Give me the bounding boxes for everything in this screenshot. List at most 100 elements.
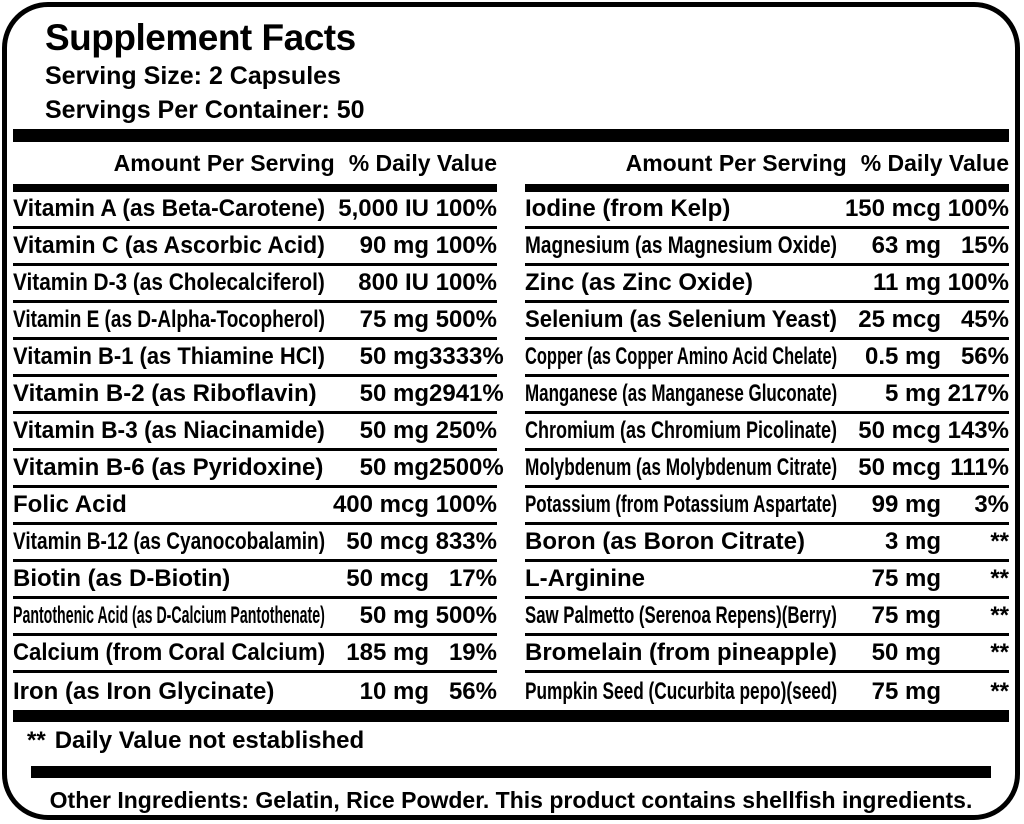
- nutrient-name: Pumpkin Seed (Cucurbita pepo)(seed): [525, 677, 838, 705]
- nutrient-name: Magnesium (as Magnesium Oxide): [525, 232, 837, 259]
- nutrient-name: Iron (as Iron Glycinate): [13, 677, 275, 705]
- nutrient-amount: 50 mg: [359, 343, 429, 370]
- table-row: Saw Palmetto (Serenoa Repens)(Berry) 75 m…: [525, 599, 1009, 636]
- nutrient-amount: 185 mg: [346, 639, 429, 666]
- daily-value-header: % Daily Value: [348, 150, 497, 176]
- table-row: Molybdenum (as Molybdenum Citrate) 50 mcg…: [525, 451, 1009, 488]
- nutrient-daily-value: 45%: [960, 306, 1009, 333]
- nutrient-name: Manganese (as Manganese Gluconate): [525, 380, 838, 407]
- nutrient-name: Saw Palmetto (Serenoa Repens)(Berry): [525, 602, 837, 629]
- nutrient-daily-value: 100%: [947, 269, 1009, 296]
- header-divider-bar: [13, 129, 1009, 142]
- nutrient-amount: 5 mg: [884, 380, 941, 407]
- nutrient-name: L-Arginine: [525, 565, 645, 592]
- table-row: Calcium (from Coral Calcium) 185 mg 19%: [13, 636, 497, 673]
- nutrient-amount: 50 mg: [359, 380, 429, 407]
- nutrient-daily-value: 17%: [448, 565, 497, 592]
- nutrient-daily-value: 3%: [974, 491, 1009, 518]
- table-row: Iodine (from Kelp) 150 mcg 100%: [525, 192, 1009, 229]
- nutrient-daily-value: 100%: [435, 269, 497, 296]
- table-row: Vitamin C (as Ascorbic Acid) 90 mg 100%: [13, 229, 497, 266]
- nutrient-daily-value: **: [990, 639, 1009, 666]
- table-row: Copper (as Copper Amino Acid Chelate) 0.5…: [525, 340, 1009, 377]
- nutrient-amount: 50 mg: [359, 602, 429, 629]
- nutrient-columns: Amount Per Serving % Daily Value Vitamin…: [7, 142, 1015, 710]
- table-row: Manganese (as Manganese Gluconate) 5 mg 21…: [525, 377, 1009, 414]
- nutrient-name: Boron (as Boron Citrate): [525, 528, 806, 555]
- nutrient-daily-value: **: [990, 565, 1009, 592]
- footnote-symbol: **: [27, 727, 46, 754]
- right-column: Amount Per Serving % Daily Value Iodine …: [525, 142, 1009, 710]
- panel-header: Supplement Facts Serving Size: 2 Capsule…: [7, 7, 1015, 129]
- nutrient-daily-value: 100%: [947, 195, 1009, 222]
- nutrient-amount: 50 mg: [359, 417, 429, 444]
- nutrient-daily-value: 833%: [435, 528, 497, 555]
- nutrient-name: Pantothenic Acid (as D-Calcium Pantothen…: [13, 602, 325, 629]
- nutrient-amount: 800 IU: [358, 269, 429, 296]
- nutrient-amount: 75 mg: [871, 677, 941, 705]
- nutrient-amount: 50 mcg: [858, 417, 941, 444]
- nutrient-amount: 50 mcg: [858, 454, 941, 481]
- nutrient-daily-value: 19%: [448, 639, 497, 666]
- other-ingredients-divider-bar: [31, 766, 991, 778]
- nutrient-name: Vitamin A (as Beta-Carotene): [13, 195, 326, 222]
- table-row: Vitamin D-3 (as Cholecalciferol) 800 IU 10…: [13, 266, 497, 303]
- nutrient-amount: 11 mg: [872, 269, 941, 296]
- nutrient-amount: 10 mg: [359, 677, 429, 705]
- table-row: Biotin (as D-Biotin) 50 mcg 17%: [13, 562, 497, 599]
- table-row: Selenium (as Selenium Yeast) 25 mcg 45%: [525, 303, 1009, 340]
- nutrient-name: Vitamin B-12 (as Cyanocobalamin): [13, 528, 326, 555]
- table-row: Boron (as Boron Citrate) 3 mg **: [525, 525, 1009, 562]
- right-column-header: Amount Per Serving % Daily Value: [525, 142, 1009, 184]
- nutrient-name: Copper (as Copper Amino Acid Chelate): [525, 343, 838, 370]
- table-row: Folic Acid 400 mcg 100%: [13, 488, 497, 525]
- nutrient-daily-value: 111%: [950, 454, 1009, 481]
- nutrient-amount: 90 mg: [359, 232, 429, 259]
- nutrient-amount: 50 mcg: [346, 528, 429, 555]
- nutrient-name: Bromelain (from pineapple): [525, 639, 838, 666]
- nutrient-name: Vitamin B-3 (as Niacinamide): [13, 417, 325, 444]
- table-row: L-Arginine 75 mg **: [525, 562, 1009, 599]
- table-row: Vitamin A (as Beta-Carotene) 5,000 IU 100%: [13, 192, 497, 229]
- servings-per-container: Servings Per Container: 50: [45, 96, 365, 124]
- daily-value-footnote: ** Daily Value not established: [7, 722, 1015, 766]
- amount-per-serving-header: Amount Per Serving: [625, 150, 847, 176]
- nutrient-daily-value: 500%: [435, 306, 497, 333]
- table-row: Potassium (from Potassium Aspartate) 99 m…: [525, 488, 1009, 525]
- amount-per-serving-header: Amount Per Serving: [113, 150, 335, 176]
- nutrient-daily-value: 56%: [448, 677, 497, 705]
- nutrient-daily-value: 100%: [435, 195, 497, 222]
- nutrient-amount: 50 mcg: [346, 565, 429, 592]
- nutrient-daily-value: 15%: [960, 232, 1009, 259]
- nutrient-daily-value: 2941%: [429, 380, 504, 407]
- nutrient-daily-value: 217%: [947, 380, 1009, 407]
- nutrient-name: Iodine (from Kelp): [525, 195, 731, 222]
- table-row: Iron (as Iron Glycinate) 10 mg 56%: [13, 673, 497, 710]
- left-column: Amount Per Serving % Daily Value Vitamin…: [13, 142, 504, 710]
- nutrient-amount: 50 mg: [359, 454, 429, 481]
- nutrient-name: Molybdenum (as Molybdenum Citrate): [525, 454, 838, 481]
- nutrient-name: Vitamin D-3 (as Cholecalciferol): [13, 269, 325, 296]
- nutrient-amount: 25 mcg: [858, 306, 941, 333]
- table-row: Zinc (as Zinc Oxide) 11 mg 100%: [525, 266, 1009, 303]
- nutrient-amount: 75 mg: [359, 306, 429, 333]
- table-row: Magnesium (as Magnesium Oxide) 63 mg 15%: [525, 229, 1009, 266]
- nutrient-name: Chromium (as Chromium Picolinate): [525, 417, 838, 444]
- table-row: Bromelain (from pineapple) 50 mg **: [525, 636, 1009, 673]
- nutrient-name: Vitamin B-1 (as Thiamine HCl): [13, 343, 325, 370]
- nutrient-amount: 3 mg: [884, 528, 941, 555]
- nutrient-daily-value: 100%: [435, 232, 497, 259]
- table-bottom-bar: [13, 710, 1009, 722]
- table-row: Pantothenic Acid (as D-Calcium Pantothen…: [13, 599, 497, 636]
- nutrient-amount: 150 mcg: [844, 195, 941, 222]
- nutrient-amount: 400 mcg: [332, 491, 429, 518]
- nutrient-amount: 50 mg: [871, 639, 941, 666]
- nutrient-amount: 75 mg: [871, 602, 941, 629]
- nutrient-name: Calcium (from Coral Calcium): [13, 639, 326, 666]
- table-row: Vitamin B-1 (as Thiamine HCl) 50 mg 3333%: [13, 340, 504, 377]
- nutrient-amount: 5,000 IU: [338, 195, 429, 222]
- nutrient-name: Folic Acid: [13, 491, 127, 518]
- nutrient-name: Vitamin B-2 (as Riboflavin): [13, 380, 317, 407]
- nutrient-amount: 99 mg: [871, 491, 941, 518]
